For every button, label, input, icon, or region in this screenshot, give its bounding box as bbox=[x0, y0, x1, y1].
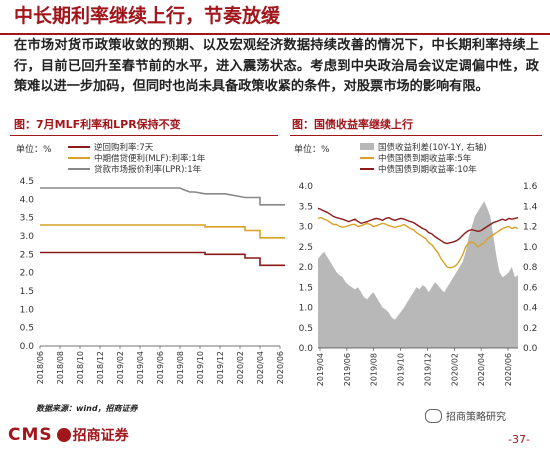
left-ytick-label: 3.5 bbox=[20, 214, 34, 224]
right-y2tick-label: 0.2 bbox=[523, 324, 537, 334]
left-line-chart: 单位：% 0.0 0.5 1.0 1.5 2.0 2.5 3.0 3.5 4.0 4.5 2018/0… bbox=[16, 142, 285, 384]
left-xtick-label: 2019/06 bbox=[156, 351, 165, 384]
left-ytick-label: 3.0 bbox=[20, 232, 35, 242]
left-legend-label: 贷款市场报价利率(LPR):1年 bbox=[94, 164, 202, 175]
right-ytick-label: 3.5 bbox=[299, 202, 313, 212]
right-xtick-label: 2019/12 bbox=[423, 353, 432, 386]
right-ytick-label: 3.0 bbox=[299, 223, 314, 233]
page-title: 中长期利率继续上行，节奏放缓 bbox=[14, 5, 281, 27]
right-y2tick-label: 1.2 bbox=[523, 223, 537, 233]
right-series-line-2 bbox=[317, 207, 519, 245]
left-series-line-1 bbox=[40, 251, 285, 267]
summary-paragraph: 在市场对货币政策收敛的预期、以及宏观经济数据持续改善的情况下，中长期利率持续上行… bbox=[14, 38, 539, 94]
right-area-spread bbox=[318, 201, 518, 348]
right-ytick-label: 0.5 bbox=[299, 324, 313, 334]
right-legend-label: 中债国债到期收益率:5年 bbox=[378, 153, 472, 164]
right-series-line-1 bbox=[317, 216, 519, 269]
brand-circle-icon bbox=[56, 428, 71, 442]
data-source: 数据来源：wind，招商证券 bbox=[36, 404, 138, 413]
left-xtick-label: 2019/08 bbox=[176, 351, 185, 384]
left-ytick-label: 1.5 bbox=[20, 287, 34, 297]
right-ytick-label: 0.0 bbox=[299, 344, 314, 354]
right-y2tick-label: 0.8 bbox=[523, 263, 538, 273]
left-xtick-label: 2018/12 bbox=[96, 351, 105, 384]
right-xtick-label: 2020/02 bbox=[450, 353, 459, 386]
right-chart-rule bbox=[290, 135, 542, 136]
right-ytick-label: 1.0 bbox=[299, 304, 314, 314]
right-chart-panel: 图：国债收益率继续上行 单位：% 0.0 0.5 1.0 1.5 2.0 2.5 3.0 3.5… bbox=[290, 116, 545, 401]
right-xtick-label: 2019/08 bbox=[370, 353, 379, 386]
right-xtick-label: 2019/04 bbox=[316, 353, 325, 386]
right-ytick-label: 2.0 bbox=[299, 263, 314, 273]
right-xtick-label: 2020/06 bbox=[504, 353, 513, 386]
left-xtick-label: 2019/12 bbox=[216, 351, 225, 384]
left-chart-rule bbox=[10, 135, 278, 136]
left-xtick-label: 2018/06 bbox=[36, 351, 45, 384]
left-series-line-3 bbox=[40, 187, 285, 206]
right-ytick-label: 1.5 bbox=[299, 283, 313, 293]
title-divider bbox=[0, 33, 550, 35]
right-xtick-label: 2019/06 bbox=[343, 353, 352, 386]
left-xtick-label: 2020/04 bbox=[256, 351, 265, 384]
left-ytick-label: 2.0 bbox=[20, 269, 35, 279]
left-ytick-label: 1.0 bbox=[20, 305, 35, 315]
right-y2tick-label: 1.0 bbox=[523, 243, 538, 253]
wechat-icon bbox=[425, 408, 442, 423]
left-xtick-label: 2020/02 bbox=[236, 351, 245, 384]
left-legend-label: 逆回购利率:7天 bbox=[94, 142, 154, 153]
left-ytick-label: 4.5 bbox=[20, 177, 34, 187]
left-xtick-label: 2019/10 bbox=[196, 351, 205, 384]
right-ylabel: 单位：% bbox=[294, 143, 330, 155]
left-chart-panel: 图：7月MLF利率和LPR保持不变 单位：% 0.0 0.5 1.0 1.5 2.0 2.5… bbox=[10, 116, 285, 401]
right-y2tick-label: 1.4 bbox=[523, 202, 538, 212]
brand-en: CMS bbox=[8, 425, 53, 445]
left-chart-title: 图：7月MLF利率和LPR保持不变 bbox=[14, 118, 181, 131]
right-ytick-label: 2.5 bbox=[299, 243, 313, 253]
right-xtick-label: 2019/10 bbox=[397, 353, 406, 386]
brand-cn: 招商证券 bbox=[72, 428, 129, 444]
right-legend-label: 国债收益利差(10Y-1Y, 右轴) bbox=[378, 142, 487, 153]
left-ytick-label: 0.0 bbox=[20, 342, 35, 352]
wechat-account: 招商策略研究 bbox=[446, 412, 506, 423]
right-ytick-label: 4.0 bbox=[299, 182, 314, 192]
left-xtick-label: 2019/02 bbox=[116, 351, 125, 384]
left-xtick-label: 2019/04 bbox=[136, 351, 145, 384]
right-y2tick-label: 0.0 bbox=[523, 344, 538, 354]
left-legend-label: 中期借贷便利(MLF):利率:1年 bbox=[94, 153, 206, 164]
left-xtick-label: 2018/08 bbox=[56, 351, 65, 384]
right-xtick-label: 2020/04 bbox=[477, 353, 486, 386]
right-line-chart: 单位：% 0.0 0.5 1.0 1.5 2.0 2.5 3.0 3.5 4.0 0.0 0.2 0.4… bbox=[294, 142, 538, 386]
left-xtick-label: 2018/10 bbox=[76, 351, 85, 384]
page-number: -37- bbox=[508, 433, 530, 446]
right-y2tick-label: 1.6 bbox=[523, 182, 538, 192]
right-legend-label: 中债国债到期收益率:10年 bbox=[378, 164, 477, 175]
left-ytick-label: 0.5 bbox=[20, 324, 34, 334]
left-ylabel: 单位：% bbox=[16, 143, 52, 155]
left-ytick-label: 2.5 bbox=[20, 250, 34, 260]
right-y2tick-label: 0.4 bbox=[523, 304, 538, 314]
left-xtick-label: 2020/06 bbox=[276, 351, 285, 384]
brand-logo: CMS 招商证券 bbox=[8, 424, 129, 446]
right-y2tick-label: 0.6 bbox=[523, 283, 538, 293]
wechat-watermark: 招商策略研究 bbox=[425, 408, 506, 423]
left-series-line-2 bbox=[40, 224, 285, 239]
right-chart-title: 图：国债收益率继续上行 bbox=[292, 118, 413, 131]
right-legend-swatch bbox=[360, 143, 374, 150]
left-ytick-label: 4.0 bbox=[20, 195, 35, 205]
